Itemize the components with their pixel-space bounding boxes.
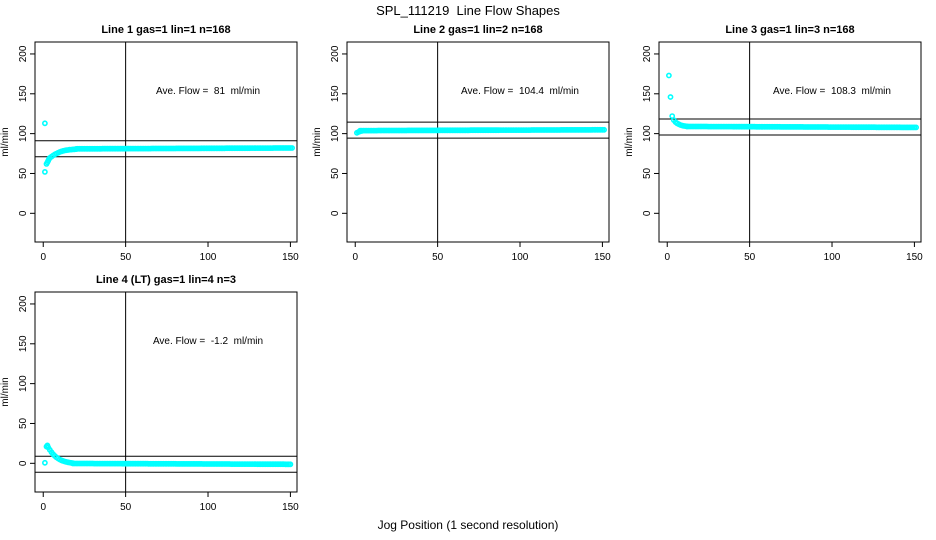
avg-flow-annotation: Ave. Flow = 81 ml/min — [156, 86, 260, 97]
x-tick-label: 100 — [200, 502, 217, 513]
panel-title: Line 2 gas=1 lin=2 n=168 — [413, 24, 542, 36]
y-tick-label: 0 — [18, 460, 29, 466]
x-tick-label: 100 — [200, 252, 217, 263]
x-tick-label: 150 — [282, 502, 299, 513]
data-point — [666, 72, 672, 79]
y-tick-label: 150 — [18, 335, 29, 352]
plot-box — [34, 41, 298, 243]
x-tick-label: 0 — [40, 502, 46, 513]
y-tick-label: 0 — [330, 210, 341, 216]
plot-box — [658, 41, 922, 243]
x-tick-label: 0 — [664, 252, 670, 263]
y-tick-label: 150 — [18, 85, 29, 102]
data-point — [289, 145, 295, 151]
y-axis-title: ml/min — [624, 127, 635, 156]
y-tick-label: 100 — [330, 125, 341, 142]
data-point — [913, 124, 919, 131]
panel-plot: Line 2 gas=1 lin=2 n=168 0 50 100 150 0 50 100 1… — [312, 24, 611, 263]
x-tick-label: 50 — [120, 502, 132, 513]
y-axis-title: ml/min — [0, 377, 11, 406]
figure-title: SPL_111219 Line Flow Shapes — [376, 3, 560, 18]
data-point — [42, 459, 48, 466]
y-tick-label: 0 — [642, 210, 653, 216]
y-axis-title: ml/min — [312, 127, 323, 156]
x-tick-label: 0 — [40, 252, 46, 263]
y-tick-label: 200 — [18, 295, 29, 312]
data-points — [354, 126, 607, 136]
panel-title: Line 4 (LT) gas=1 lin=4 n=3 — [96, 274, 236, 286]
y-tick-label: 50 — [18, 167, 29, 179]
y-tick-label: 150 — [330, 85, 341, 102]
data-point — [42, 168, 48, 175]
x-tick-label: 150 — [282, 252, 299, 263]
y-tick-label: 50 — [330, 167, 341, 179]
panel-plot: Line 4 (LT) gas=1 lin=4 n=3 0 50 100 150 0 50 1… — [0, 274, 299, 513]
figure-x-axis-label: Jog Position (1 second resolution) — [377, 518, 559, 532]
data-points — [666, 72, 919, 131]
y-tick-label: 200 — [642, 45, 653, 62]
x-tick-label: 50 — [120, 252, 132, 263]
y-tick-label: 100 — [18, 375, 29, 392]
avg-flow-annotation: Ave. Flow = -1.2 ml/min — [153, 336, 263, 347]
panel-plot: Line 1 gas=1 lin=1 n=168 0 50 100 150 0 50 100 1… — [0, 24, 299, 263]
y-tick-label: 150 — [642, 85, 653, 102]
plot-box — [34, 291, 298, 493]
x-tick-label: 100 — [824, 252, 841, 263]
panel-line-1: Line 1 gas=1 lin=1 n=168 0 50 100 150 0 50 100 1… — [0, 20, 312, 270]
avg-flow-annotation: Ave. Flow = 108.3 ml/min — [773, 86, 891, 97]
y-tick-label: 0 — [18, 210, 29, 216]
x-tick-label: 50 — [744, 252, 756, 263]
y-tick-label: 200 — [330, 45, 341, 62]
data-point — [601, 126, 607, 133]
x-tick-label: 100 — [512, 252, 529, 263]
y-tick-label: 50 — [18, 417, 29, 429]
panel-line-2: Line 2 gas=1 lin=2 n=168 0 50 100 150 0 50 100 1… — [312, 20, 624, 270]
data-points — [42, 120, 295, 175]
y-tick-label: 100 — [18, 125, 29, 142]
data-point — [42, 120, 48, 127]
x-tick-label: 150 — [594, 252, 611, 263]
avg-flow-annotation: Ave. Flow = 104.4 ml/min — [461, 86, 579, 97]
plot-box — [346, 41, 610, 243]
data-point — [667, 94, 674, 100]
panel-title: Line 3 gas=1 lin=3 n=168 — [725, 24, 854, 36]
x-tick-label: 50 — [432, 252, 444, 263]
panel-line-4: Line 4 (LT) gas=1 lin=4 n=3 0 50 100 150 0 50 1… — [0, 270, 312, 520]
y-axis-title: ml/min — [0, 127, 11, 156]
data-points — [42, 442, 294, 468]
y-tick-label: 50 — [642, 167, 653, 179]
panel-title: Line 1 gas=1 lin=1 n=168 — [101, 24, 230, 36]
y-tick-label: 100 — [642, 125, 653, 142]
x-tick-label: 150 — [906, 252, 923, 263]
y-tick-label: 200 — [18, 45, 29, 62]
panel-plot: Line 3 gas=1 lin=3 n=168 0 50 100 150 0 50 100 1… — [624, 24, 923, 263]
panel-line-3: Line 3 gas=1 lin=3 n=168 0 50 100 150 0 50 100 1… — [624, 20, 936, 270]
x-tick-label: 0 — [352, 252, 358, 263]
data-point — [287, 461, 294, 468]
